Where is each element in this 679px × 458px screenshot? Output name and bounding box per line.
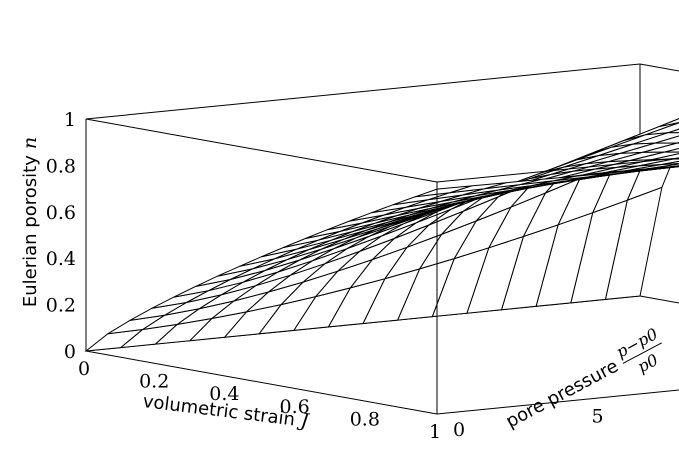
z-tick-label: 0.6	[46, 202, 76, 224]
y-axis-label: pore pressure	[502, 356, 621, 433]
fraction-bar	[622, 342, 662, 364]
x-tick-label: 0.8	[350, 408, 380, 430]
z-tick-label: 0.2	[46, 295, 76, 317]
x-tick-label: 0.4	[209, 383, 239, 405]
mesh-cell	[667, 128, 679, 134]
x-tick-label: 0.6	[279, 396, 309, 418]
z-axis-title: Eulerian porosity n	[19, 137, 41, 307]
box-edge	[85, 118, 438, 183]
z-tick-label: 0	[64, 341, 76, 363]
x-tick-label: 1	[429, 421, 441, 443]
z-tick-label: 0.4	[46, 248, 76, 270]
z-tick-label: 1	[64, 109, 76, 131]
z-tick-label: 0.8	[46, 155, 76, 177]
box-edge	[85, 350, 438, 415]
svg-text:Eulerian porosityn: Eulerian porosity n	[19, 137, 41, 307]
y-tick-label: 0	[453, 419, 465, 441]
x-tick-label: 0.2	[139, 371, 169, 393]
z-axis-label: Eulerian porosity	[20, 155, 41, 307]
box-edge	[436, 157, 679, 183]
mesh-cell	[414, 185, 472, 198]
bounding-box-front	[85, 118, 679, 415]
x-tick-label: 0	[78, 358, 90, 380]
box-edge	[85, 63, 641, 120]
y-tick-label: 5	[592, 405, 604, 427]
surface-mesh	[84, 118, 679, 352]
box-edge	[436, 389, 679, 415]
y-axis-fraction-denominator: p0	[634, 350, 661, 376]
box-edge	[639, 63, 679, 72]
z-axis-symbol: n	[19, 137, 41, 149]
y-axis-title: pore pressure p−p0 p0	[502, 324, 662, 433]
